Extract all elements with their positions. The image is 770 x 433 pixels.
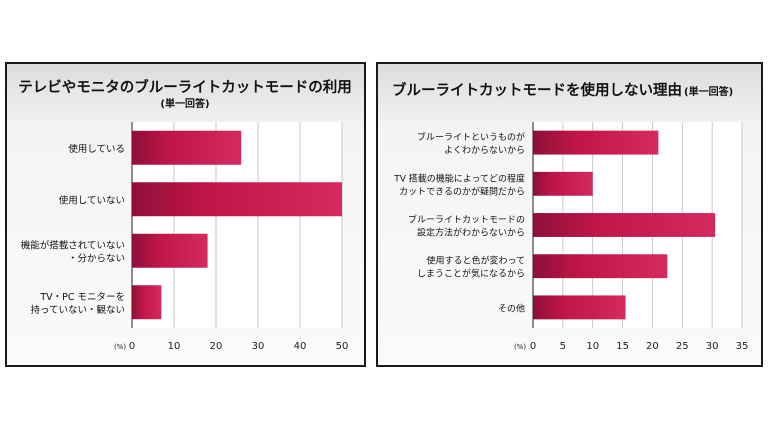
- category-label: TV・PC モニターを: [39, 292, 125, 303]
- x-tick-label: 25: [676, 341, 689, 352]
- chart-title: ブルーライトカットモードを使用しない理由 (単一回答): [392, 81, 733, 99]
- x-tick-label: 50: [336, 341, 349, 352]
- x-tick-label: 30: [252, 341, 265, 352]
- category-label: しまうことが気になるから: [417, 268, 525, 280]
- x-tick-label: 15: [616, 341, 629, 352]
- x-tick-label: 40: [294, 341, 307, 352]
- reasons-bar-chart: ブルーライトカットモードを使用しない理由 (単一回答) 0 5 10 15 20 25 30 35…: [392, 81, 749, 352]
- bar: [533, 213, 716, 237]
- bar: [132, 285, 162, 320]
- unit-label: (%): [514, 343, 526, 351]
- category-label: ・分からない: [68, 253, 125, 264]
- x-tick-label: 30: [706, 341, 719, 352]
- chart-subtitle: (単一回答): [684, 85, 733, 98]
- chart-panel-usage: テレビやモニタのブルーライトカットモードの利用 (単一回答) 0 10 20 30 40 50…: [5, 62, 366, 367]
- unit-label: (%): [114, 343, 126, 351]
- usage-bar-chart: テレビやモニタのブルーライトカットモードの利用(単一回答) 0 10 20 30 40 50…: [18, 78, 352, 352]
- category-label: 設定方法がわからないから: [417, 227, 525, 239]
- category-label: その他: [498, 302, 525, 314]
- category-label: 使用していない: [59, 194, 125, 206]
- x-tick-label: 20: [646, 341, 659, 352]
- bar: [533, 295, 626, 320]
- category-label: 持っていない・観ない: [30, 304, 125, 316]
- category-label: 使用すると色が変わって: [426, 255, 525, 267]
- category-label: ブルーライトカットモードの: [408, 214, 525, 226]
- chart-title: テレビやモニタのブルーライトカットモードの利用: [18, 78, 352, 96]
- bar: [533, 130, 659, 155]
- category-label: よくわからないから: [444, 145, 525, 156]
- category-label: カットできるのかが疑問だから: [399, 185, 525, 197]
- x-tick-label: 0: [129, 341, 135, 352]
- bar: [132, 130, 242, 165]
- x-tick-label: 10: [586, 341, 599, 352]
- x-tick-label: 10: [168, 341, 181, 352]
- bar: [533, 254, 668, 279]
- category-label: 機能が搭載されていない: [21, 239, 125, 251]
- x-tick-label: 35: [736, 341, 749, 352]
- x-tick-label: 0: [530, 341, 536, 352]
- bar: [132, 233, 208, 268]
- category-label: TV 搭載の機能によってどの程度: [393, 172, 525, 184]
- chart-subtitle: (単一回答): [160, 97, 209, 110]
- x-tick-label: 20: [210, 341, 223, 352]
- x-tick-label: 5: [560, 341, 566, 352]
- category-label: 使用している: [68, 143, 125, 155]
- bar: [533, 171, 593, 196]
- bar: [132, 182, 342, 217]
- category-label: ブルーライトというものが: [417, 131, 525, 143]
- chart-panel-reasons: ブルーライトカットモードを使用しない理由 (単一回答) 0 5 10 15 20 25 30 35…: [376, 62, 763, 367]
